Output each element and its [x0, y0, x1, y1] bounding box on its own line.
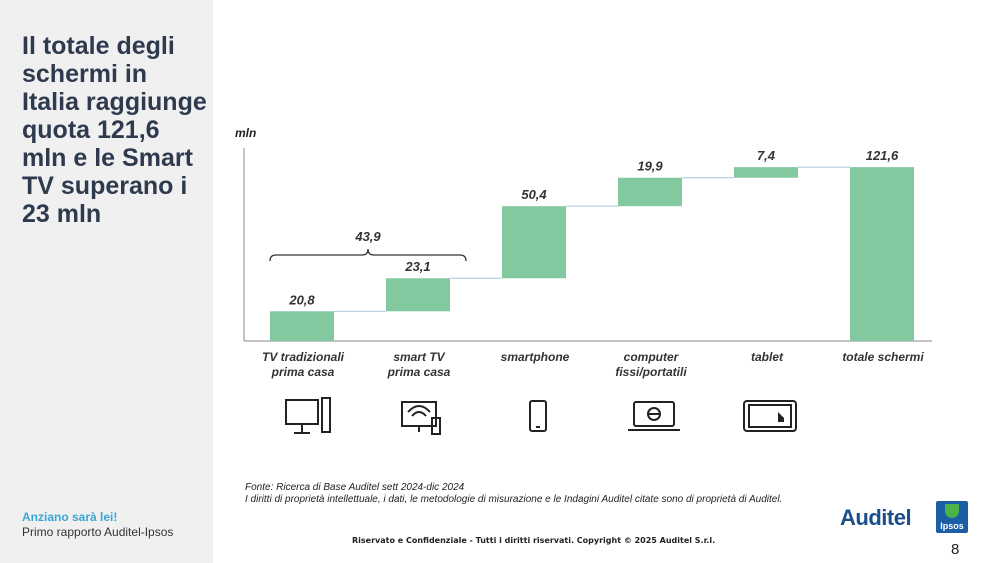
category-label-0: TV tradizionali	[262, 350, 345, 364]
bracket-label: 43,9	[354, 229, 381, 244]
report-tagline: Anziano sarà lei!	[22, 510, 118, 524]
value-label-0: 20,8	[288, 292, 315, 307]
category-label-3: fissi/portatili	[615, 365, 687, 379]
page-number: 8	[951, 541, 960, 558]
category-label-1: smart TV	[393, 350, 445, 364]
smart-tv-icon	[401, 401, 441, 435]
category-label-5: totale schermi	[842, 350, 924, 364]
sidebar-footer: Anziano sarà lei! Primo rapporto Auditel…	[22, 510, 173, 540]
bar-2	[502, 206, 566, 279]
auditel-logo: Auditel	[840, 505, 912, 531]
bracket-shape	[269, 248, 467, 262]
copyright-notice: Riservato e Confidenziale - Tutti i diri…	[352, 536, 716, 545]
category-label-2: smartphone	[501, 350, 570, 364]
y-axis-label: mln	[235, 126, 256, 140]
bar-1	[386, 278, 450, 312]
ipsos-logo: Ipsos	[936, 501, 968, 533]
report-name: Primo rapporto Auditel-Ipsos	[22, 525, 174, 539]
source-line: Fonte: Ricerca di Base Auditel sett 2024…	[245, 482, 465, 493]
ipsos-logo-text: Ipsos	[940, 521, 964, 531]
ipsos-shield-icon	[945, 504, 959, 518]
value-label-3: 19,9	[637, 159, 663, 174]
auditel-logo-text: Auditel	[840, 505, 912, 530]
tablet-icon	[743, 400, 797, 432]
category-label-4: tablet	[751, 350, 784, 364]
category-label-0: prima casa	[271, 365, 335, 379]
computer-icon	[628, 401, 680, 431]
tap-hand	[778, 412, 784, 422]
value-label-1: 23,1	[404, 259, 430, 274]
bar-5	[850, 167, 914, 341]
category-label-1: prima casa	[387, 365, 451, 379]
bar-0	[270, 311, 334, 341]
smartphone-icon	[529, 400, 547, 432]
value-label-4: 7,4	[757, 148, 776, 163]
page-title: Il totale degli schermi in Italia raggiu…	[22, 32, 207, 228]
category-label-3: computer	[624, 350, 680, 364]
tv-icon	[285, 397, 331, 434]
bar-3	[618, 177, 682, 207]
sidebar	[0, 0, 213, 563]
rights-line: I diritti di proprietà intellettuale, i …	[245, 494, 783, 505]
value-label-2: 50,4	[521, 187, 547, 202]
waterfall-chart: mln 20,8 23,1 50,4 19,9 7,4 121,6 TV tradizio…	[235, 126, 932, 435]
bar-4	[734, 167, 798, 178]
value-label-5: 121,6	[866, 148, 899, 163]
source-note: Fonte: Ricerca di Base Auditel sett 2024…	[245, 482, 805, 506]
